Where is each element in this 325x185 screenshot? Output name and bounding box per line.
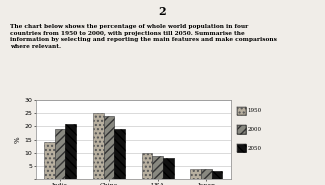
- Bar: [190, 169, 201, 179]
- Bar: [152, 156, 163, 179]
- Text: 2050: 2050: [248, 145, 262, 151]
- Text: The chart below shows the percentage of whole world population in four
countries: The chart below shows the percentage of …: [10, 24, 277, 49]
- Y-axis label: %: %: [14, 136, 22, 143]
- Bar: [163, 158, 174, 179]
- Bar: [142, 153, 152, 179]
- Bar: [201, 169, 212, 179]
- Text: 2: 2: [159, 6, 166, 16]
- Bar: [114, 129, 125, 179]
- Bar: [44, 142, 55, 179]
- Text: 1950: 1950: [248, 108, 262, 114]
- Bar: [103, 116, 114, 179]
- Text: 2000: 2000: [248, 127, 262, 132]
- Bar: [93, 113, 103, 179]
- Bar: [212, 171, 223, 179]
- Bar: [65, 124, 76, 179]
- Bar: [55, 129, 65, 179]
